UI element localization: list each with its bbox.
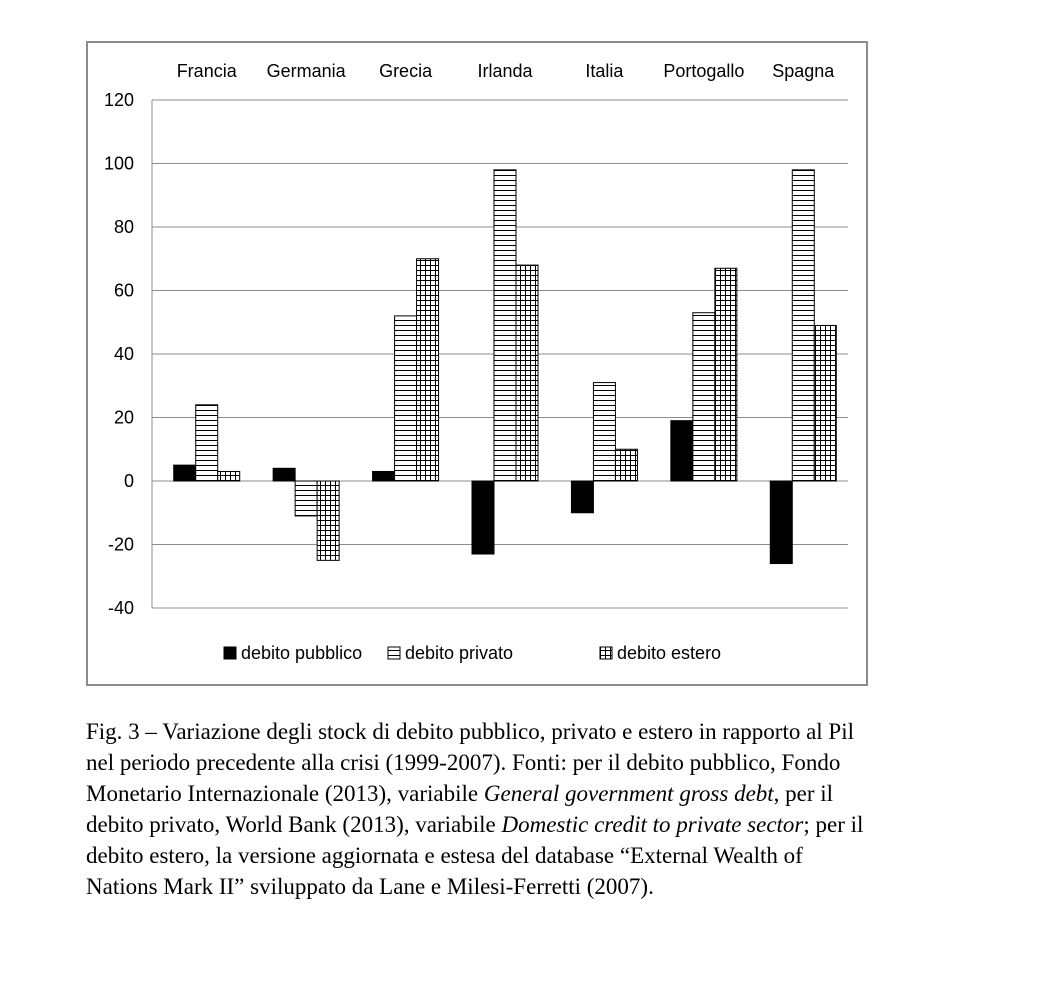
bar-portogallo-debito-pubblico xyxy=(670,420,694,482)
caption-line: debito estero, la versione aggiornata e … xyxy=(86,843,803,868)
figure-caption: Fig. 3 – Variazione degli stock di debit… xyxy=(86,716,1036,902)
caption-line: nel periodo precedente alla crisi (1999-… xyxy=(86,750,841,775)
caption-line: Fig. 3 – Variazione degli stock di debit… xyxy=(86,719,855,744)
y-tick-label: 100 xyxy=(104,154,134,174)
caption-line: debito privato, World Bank (2013), varia… xyxy=(86,809,1036,840)
bar-germania-debito-pubblico xyxy=(272,467,296,482)
bar-italia-debito-pubblico xyxy=(570,480,594,514)
category-label: Portogallo xyxy=(663,61,744,81)
caption-variable-name: Domestic credit to private sector xyxy=(501,812,804,837)
bar-italia-debito-estero xyxy=(614,448,638,482)
y-tick-label: -20 xyxy=(108,535,134,555)
bar-chart: -40 -20 0 20 40 60 80 100 120 Francia Germania Grec… xyxy=(104,61,848,663)
bar-spagna-debito-pubblico xyxy=(769,480,793,565)
caption-text: debito privato, World Bank (2013), varia… xyxy=(86,812,502,837)
y-tick-label: 80 xyxy=(114,217,134,237)
caption-line: Monetario Internazionale (2013), variabi… xyxy=(86,778,1036,809)
y-tick-label: 60 xyxy=(114,281,134,301)
legend-label: debito privato xyxy=(405,643,513,663)
category-label: Italia xyxy=(585,61,624,81)
legend-label: debito pubblico xyxy=(241,643,362,663)
bar-germania-debito-privato xyxy=(294,480,318,517)
y-tick-label: 0 xyxy=(124,471,134,491)
bar-francia-debito-privato xyxy=(195,404,219,482)
bar-grecia-debito-pubblico xyxy=(372,470,396,482)
bar-irlanda-debito-privato xyxy=(493,169,517,482)
category-label: Spagna xyxy=(772,61,835,81)
bar-francia-debito-pubblico xyxy=(173,464,197,482)
bar-spagna-debito-privato xyxy=(791,169,815,482)
y-tick-label: 40 xyxy=(114,344,134,364)
bar-spagna-debito-estero xyxy=(813,324,837,482)
category-label: Irlanda xyxy=(477,61,533,81)
legend-swatch xyxy=(599,646,613,660)
bar-irlanda-debito-pubblico xyxy=(471,480,495,555)
legend-swatch xyxy=(223,646,237,660)
legend-label: debito estero xyxy=(617,643,721,663)
caption-variable-name: General government gross debt xyxy=(483,781,774,806)
caption-line: Nations Mark II” sviluppato da Lane e Mi… xyxy=(86,874,654,899)
category-label: Germania xyxy=(267,61,347,81)
bar-italia-debito-privato xyxy=(592,382,616,482)
category-label: Grecia xyxy=(379,61,433,81)
bar-portogallo-debito-privato xyxy=(692,312,716,482)
caption-text: ; per il xyxy=(803,812,864,837)
caption-text: Monetario Internazionale (2013), variabi… xyxy=(86,781,484,806)
bar-portogallo-debito-estero xyxy=(714,267,738,482)
y-tick-label: -40 xyxy=(108,598,134,618)
bar-grecia-debito-privato xyxy=(394,315,418,482)
chart-frame: -40 -20 0 20 40 60 80 100 120 Francia Germania Grec… xyxy=(86,41,868,686)
bar-germania-debito-estero xyxy=(316,480,340,561)
bar-grecia-debito-estero xyxy=(416,258,440,482)
y-tick-label: 120 xyxy=(104,90,134,110)
y-tick-label: 20 xyxy=(114,408,134,428)
caption-text: , per il xyxy=(773,781,834,806)
legend-swatch xyxy=(387,646,401,660)
bar-francia-debito-estero xyxy=(217,470,241,482)
bar-irlanda-debito-estero xyxy=(515,264,539,482)
category-label: Francia xyxy=(177,61,238,81)
